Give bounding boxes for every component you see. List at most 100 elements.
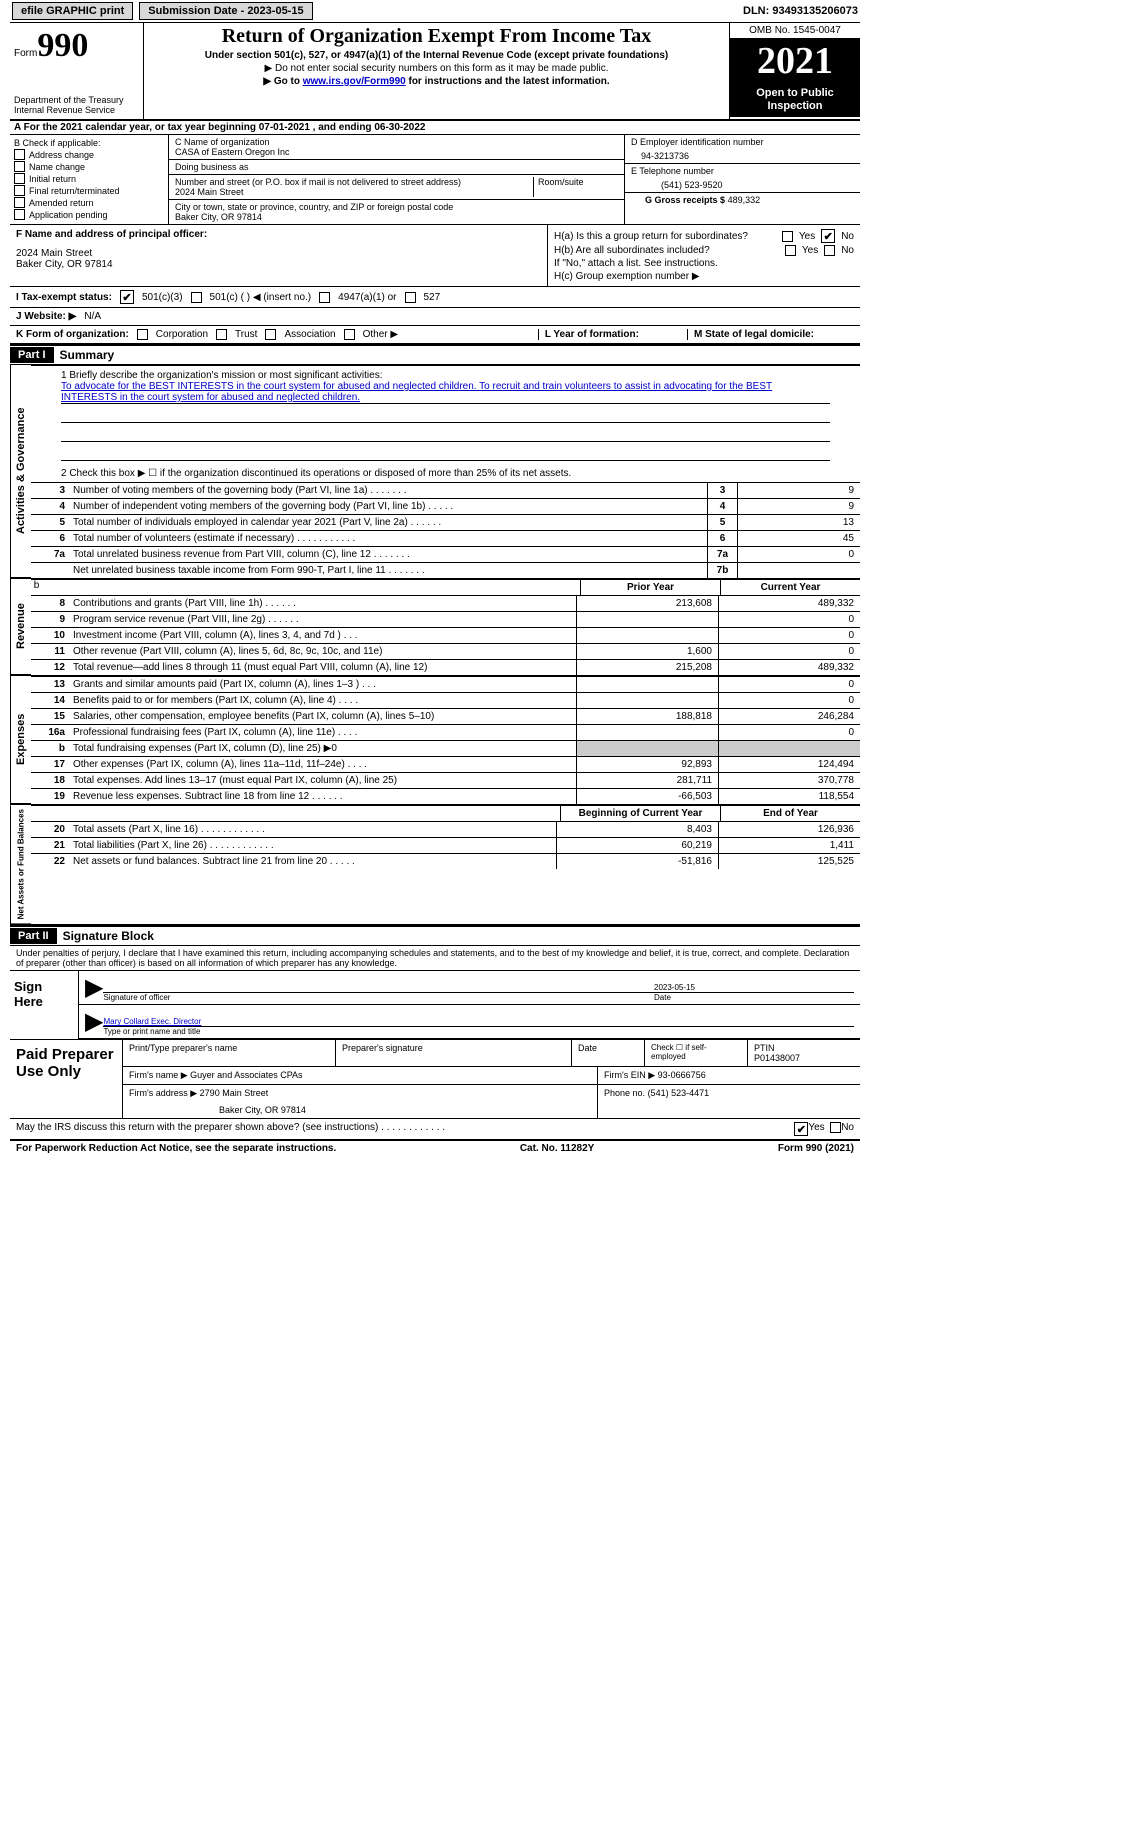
submission-date-button[interactable]: Submission Date - 2023-05-15	[139, 2, 312, 20]
line-num: 19	[31, 789, 69, 804]
prior-value: 281,711	[576, 773, 718, 788]
check-501c3[interactable]: ✔	[120, 290, 134, 304]
firm-name: Guyer and Associates CPAs	[190, 1070, 302, 1080]
part-1-bar: Part I	[10, 347, 54, 363]
line-num: 20	[31, 822, 69, 837]
row-k: K Form of organization: Corporation Trus…	[10, 326, 860, 344]
officer-addr1: 2024 Main Street	[16, 248, 541, 259]
declaration-text: Under penalties of perjury, I declare th…	[10, 946, 860, 971]
subtitle-2: ▶ Do not enter social security numbers o…	[152, 63, 721, 74]
line-num: 15	[31, 709, 69, 724]
current-value	[718, 741, 860, 756]
sig-officer-label: Signature of officer	[103, 993, 170, 1002]
name-label: C Name of organization	[175, 137, 270, 147]
efile-print-button[interactable]: efile GRAPHIC print	[12, 2, 133, 20]
prior-value	[576, 612, 718, 627]
check-trust[interactable]	[216, 329, 227, 340]
check-initial-return[interactable]	[14, 173, 25, 184]
check-name-change[interactable]	[14, 161, 25, 172]
line-text: Investment income (Part VIII, column (A)…	[69, 628, 576, 643]
check-501c[interactable]	[191, 292, 202, 303]
dept-treasury: Department of the Treasury	[14, 95, 139, 105]
subtitle-1: Under section 501(c), 527, or 4947(a)(1)…	[152, 50, 721, 61]
ha-yes-check[interactable]	[782, 231, 793, 242]
check-amended[interactable]	[14, 197, 25, 208]
vert-exp: Expenses	[10, 676, 31, 804]
line-text: Salaries, other compensation, employee b…	[69, 709, 576, 724]
ptin-label: PTIN	[754, 1043, 775, 1053]
part-2-header: Part II Signature Block	[10, 925, 860, 946]
box-b-header: B Check if applicable:	[14, 138, 164, 148]
hb-yes-check[interactable]	[785, 245, 796, 256]
check-corp[interactable]	[137, 329, 148, 340]
prior-value: -51,816	[556, 854, 718, 869]
line-text: Total fundraising expenses (Part IX, col…	[69, 741, 576, 756]
vert-na: Net Assets or Fund Balances	[10, 805, 31, 924]
prior-value: 1,600	[576, 644, 718, 659]
line-text: Total liabilities (Part X, line 26) . . …	[69, 838, 556, 853]
vert-rev: Revenue	[10, 579, 31, 675]
check-4947[interactable]	[319, 292, 330, 303]
line-num: 21	[31, 838, 69, 853]
current-year-header: Current Year	[720, 580, 860, 595]
prior-value: 188,818	[576, 709, 718, 724]
revenue-section: Revenue bPrior YearCurrent Year 8 Contri…	[10, 578, 860, 675]
prior-value	[576, 693, 718, 708]
check-other[interactable]	[344, 329, 355, 340]
prep-phone: (541) 523-4471	[648, 1088, 710, 1098]
line-text: Revenue less expenses. Subtract line 18 …	[69, 789, 576, 804]
form-ref: Form 990 (2021)	[778, 1143, 854, 1154]
sign-here-block: Sign Here ▶ Signature of officer 2023-05…	[10, 971, 860, 1039]
line-text: Professional fundraising fees (Part IX, …	[69, 725, 576, 740]
line-num: 5	[31, 515, 69, 530]
hb-note: If "No," attach a list. See instructions…	[554, 258, 854, 269]
row-j-website: J Website: ▶ N/A	[10, 308, 860, 326]
line-text: Net assets or fund balances. Subtract li…	[69, 854, 556, 869]
discuss-no-check[interactable]	[830, 1122, 841, 1133]
prep-sig-header: Preparer's signature	[336, 1040, 572, 1066]
phone-value: (541) 523-9520	[661, 180, 854, 190]
ha-no-check[interactable]: ✔	[821, 229, 835, 243]
part-2-bar: Part II	[10, 928, 57, 944]
current-value: 0	[718, 693, 860, 708]
line-box: 4	[707, 499, 737, 514]
mission-label: 1 Briefly describe the organization's mi…	[61, 370, 830, 381]
goto-post: for instructions and the latest informat…	[406, 76, 610, 87]
check-address-change[interactable]	[14, 149, 25, 160]
hb-label: H(b) Are all subordinates included?	[554, 245, 779, 256]
line-text: Total unrelated business revenue from Pa…	[69, 547, 707, 562]
header-center: Return of Organization Exempt From Incom…	[144, 23, 729, 119]
main-info-grid: B Check if applicable: Address change Na…	[10, 135, 860, 225]
line-text: Number of voting members of the governin…	[69, 483, 707, 498]
header-right: OMB No. 1545-0047 2021 Open to Public In…	[729, 23, 860, 119]
website-value: N/A	[84, 311, 101, 322]
check-527[interactable]	[405, 292, 416, 303]
box-h: H(a) Is this a group return for subordin…	[547, 225, 860, 286]
check-assoc[interactable]	[265, 329, 276, 340]
box-c: C Name of organizationCASA of Eastern Or…	[169, 135, 624, 224]
check-app-pending[interactable]	[14, 209, 25, 220]
current-value: 0	[718, 644, 860, 659]
line-text: Total number of volunteers (estimate if …	[69, 531, 707, 546]
line-text: Grants and similar amounts paid (Part IX…	[69, 677, 576, 692]
line-text: Benefits paid to or for members (Part IX…	[69, 693, 576, 708]
line-num: 12	[31, 660, 69, 675]
prior-value: 8,403	[556, 822, 718, 837]
hb-no-check[interactable]	[824, 245, 835, 256]
check-final-return[interactable]	[14, 185, 25, 196]
line-num: 7a	[31, 547, 69, 562]
open-public: Open to Public Inspection	[730, 83, 860, 117]
line-2: 2 Check this box ▶ ☐ if the organization…	[31, 465, 860, 482]
current-value: 124,494	[718, 757, 860, 772]
room-label: Room/suite	[533, 177, 618, 197]
line-text: Number of independent voting members of …	[69, 499, 707, 514]
paid-preparer-block: Paid Preparer Use Only Print/Type prepar…	[10, 1039, 860, 1118]
hc-label: H(c) Group exemption number ▶	[554, 271, 854, 282]
line-num: 3	[31, 483, 69, 498]
irs-link[interactable]: www.irs.gov/Form990	[303, 76, 406, 87]
discuss-row: May the IRS discuss this return with the…	[10, 1118, 860, 1141]
line-num: 10	[31, 628, 69, 643]
dln-text: DLN: 93493135206073	[743, 5, 858, 17]
ein-label: D Employer identification number	[631, 137, 764, 147]
discuss-yes-check[interactable]: ✔	[794, 1122, 808, 1136]
